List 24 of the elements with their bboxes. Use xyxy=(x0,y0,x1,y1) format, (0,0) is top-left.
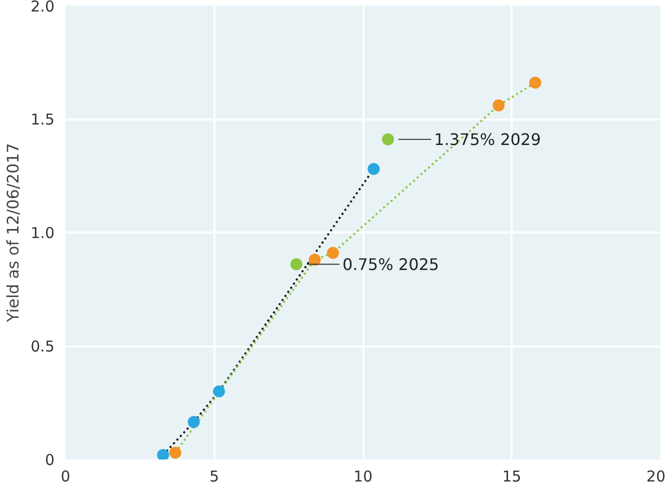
y-axis-title: Yield as of 12/06/2017 xyxy=(4,142,23,324)
annotation: 0.75% 2025 xyxy=(342,254,440,274)
x-tick-label: 10 xyxy=(353,468,373,486)
y-tick-label: 2.0 xyxy=(30,0,55,16)
point xyxy=(326,246,339,259)
point xyxy=(382,133,394,146)
point xyxy=(529,76,542,89)
point xyxy=(492,99,505,112)
y-tick-label: 0 xyxy=(44,451,55,469)
point xyxy=(157,448,170,460)
x-tick-label: 15 xyxy=(502,468,522,486)
x-tick-label: 5 xyxy=(209,468,220,486)
annotation: 1.375% 2029 xyxy=(434,130,541,149)
x-tick-label: 20 xyxy=(646,468,666,486)
y-tick-label: 1.5 xyxy=(30,110,55,128)
point xyxy=(290,258,302,270)
point xyxy=(213,385,226,398)
point xyxy=(368,162,380,175)
point xyxy=(188,416,200,428)
point xyxy=(169,446,182,459)
y-tick-label: 1.0 xyxy=(30,224,55,242)
x-tick-label: 0 xyxy=(60,468,70,486)
y-tick-label: 0.5 xyxy=(30,338,55,356)
point xyxy=(308,254,321,266)
